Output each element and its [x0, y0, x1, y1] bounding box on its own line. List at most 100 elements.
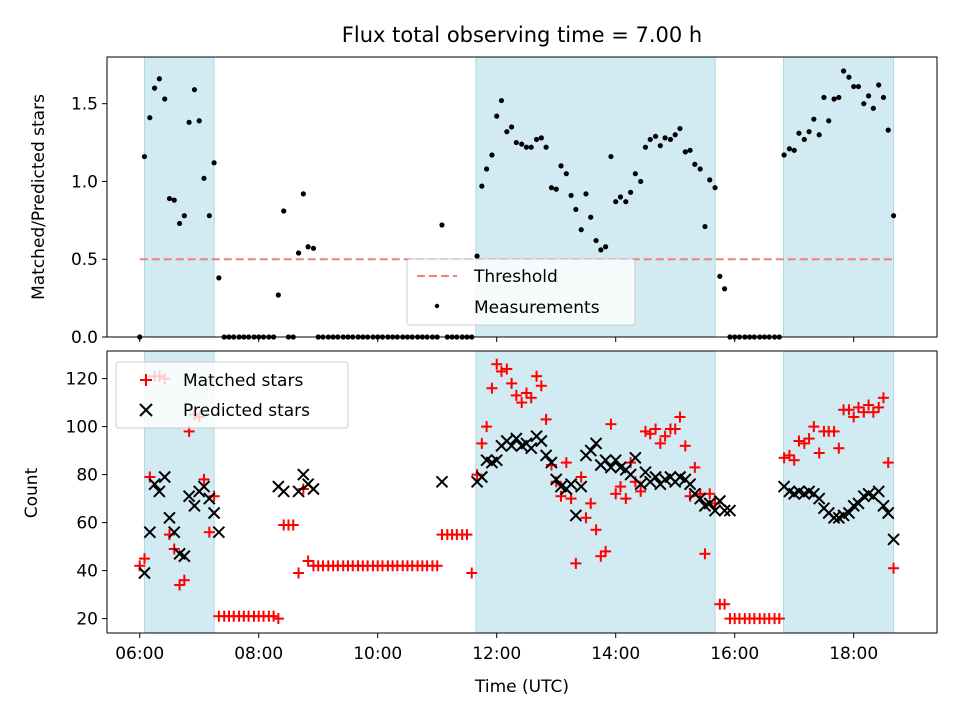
- predicted-star-point: [708, 504, 722, 517]
- predicted-star-point: [435, 475, 449, 489]
- bottom-axes: 20 40 60 80 100 120 06:00 08:00 10:00 12:00 14:00…: [22, 350, 938, 697]
- matched-star-point: [595, 550, 607, 562]
- top-axes: 0.0 0.5 1.0 1.5 Matched/Predicted stars Thr…: [29, 56, 938, 348]
- measurement-point: [275, 292, 281, 298]
- matched-star-point: [461, 529, 473, 541]
- top-y-tick-label: 1.0: [71, 172, 98, 192]
- measurement-point: [786, 146, 793, 152]
- matched-star-point: [793, 435, 805, 447]
- matched-star-point: [644, 428, 656, 440]
- measurement-point: [295, 250, 302, 256]
- matched-star-point: [620, 493, 632, 505]
- measurement-point: [568, 192, 574, 199]
- matched-star-point: [486, 382, 498, 394]
- matched-star-point: [877, 392, 889, 404]
- measurement-point: [702, 223, 708, 230]
- measurement-point: [166, 195, 173, 202]
- measurements-legend-label: Measurements: [474, 298, 600, 318]
- measurement-point: [489, 152, 495, 158]
- measurement-point: [831, 96, 837, 102]
- bottom-y-tick-label: 120: [66, 370, 98, 390]
- measurement-point: [588, 214, 594, 220]
- measurement-point: [652, 133, 659, 139]
- predicted-star-point: [639, 465, 652, 479]
- measurement-point: [870, 105, 876, 111]
- bottom-y-tick-label: 80: [76, 466, 98, 486]
- bottom-y-tick-label: 60: [76, 514, 98, 534]
- matched-star-point: [650, 423, 662, 435]
- measurement-point: [479, 183, 485, 189]
- matched-star-point: [778, 452, 790, 464]
- predicted-star-point: [564, 477, 578, 491]
- matched-star-point: [813, 447, 825, 459]
- measurement-point: [692, 161, 698, 167]
- matched-star-point: [535, 380, 547, 392]
- predicted-legend-marker: [139, 403, 153, 417]
- matched-star-point: [788, 454, 800, 466]
- matched-legend-marker: [140, 374, 152, 386]
- predicted-star-point: [297, 468, 310, 481]
- matched-star-point: [719, 598, 731, 610]
- measurement-point: [613, 199, 619, 205]
- matched-star-point: [580, 512, 592, 524]
- bottom-shaded-span: [475, 350, 716, 634]
- measurement-point: [563, 171, 569, 177]
- measurement-point: [617, 194, 624, 200]
- measurement-point: [662, 135, 668, 141]
- matched-star-point: [203, 526, 215, 538]
- matched-star-point: [510, 389, 522, 401]
- matched-star-point: [531, 370, 543, 382]
- measurement-point: [855, 83, 862, 90]
- matched-star-point: [773, 613, 785, 625]
- matched-star-point: [476, 437, 488, 449]
- bottom-shaded-spans: [143, 350, 895, 634]
- measurement-point: [176, 220, 183, 227]
- matched-star-point: [614, 481, 626, 493]
- matched-star-point: [674, 411, 686, 423]
- predicted-star-point: [574, 480, 588, 493]
- predicted-star-point: [569, 509, 583, 522]
- matched-star-point: [575, 471, 587, 483]
- matched-star-point: [659, 430, 671, 442]
- predicted-stars-points: [138, 429, 900, 580]
- measurement-point: [513, 139, 519, 146]
- matched-star-point: [525, 392, 537, 404]
- predicted-star-point: [212, 525, 226, 539]
- measurement-point: [781, 152, 787, 158]
- predicted-star-point: [713, 494, 727, 508]
- measurement-point: [801, 136, 807, 143]
- predicted-star-point: [584, 444, 597, 457]
- matched-star-point: [867, 406, 879, 418]
- matched-star-point: [491, 358, 503, 370]
- predicted-star-point: [723, 504, 737, 517]
- bottom-y-ticks: 20 40 60 80 100 120: [66, 370, 107, 630]
- top-axes-frame: [106, 56, 938, 338]
- top-y-tick-label: 1.5: [71, 95, 98, 115]
- bottom-y-tick-label: 20: [76, 610, 98, 630]
- measurement-point: [623, 199, 629, 205]
- measurement-point: [498, 97, 505, 104]
- predicted-star-point: [589, 437, 603, 450]
- measurement-point: [846, 74, 852, 80]
- measurement-point: [667, 136, 674, 143]
- measurement-point: [151, 85, 158, 91]
- measurement-point: [816, 132, 822, 138]
- top-y-tick-label: 0.0: [71, 328, 98, 348]
- x-tick-label: 16:00: [710, 644, 759, 664]
- measurement-point: [593, 237, 599, 244]
- measurement-point: [712, 185, 718, 191]
- measurement-point: [519, 141, 525, 147]
- predicted-star-point: [490, 453, 503, 467]
- measurement-point: [608, 153, 614, 160]
- bottom-legend: Matched stars Predicted stars: [115, 361, 349, 429]
- measurement-point: [494, 113, 500, 119]
- measurement-point: [687, 147, 693, 153]
- matched-star-point: [689, 461, 701, 473]
- matched-star-point: [669, 423, 681, 435]
- matched-star-point: [560, 457, 572, 469]
- predicted-star-point: [153, 485, 166, 498]
- measurement-point: [647, 136, 653, 143]
- matched-star-point: [828, 425, 840, 437]
- measurement-point: [811, 116, 817, 122]
- matched-star-point: [585, 497, 597, 509]
